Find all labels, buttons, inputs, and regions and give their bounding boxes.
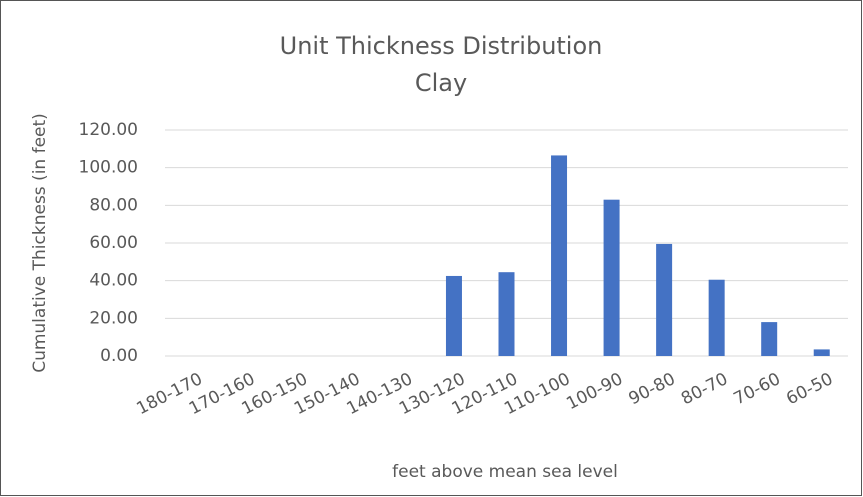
x-axis-label: feet above mean sea level [392,462,618,482]
y-tick-label: 0.00 [100,346,138,366]
bar [445,275,462,356]
chart-subtitle: Clay [415,69,467,97]
chart-title: Unit Thickness Distribution [280,32,603,60]
bar [761,322,778,356]
y-axis-label: Cumulative Thickness (in feet) [30,113,50,373]
bar [708,279,725,356]
bar [656,243,673,356]
y-tick-label: 60.00 [89,233,138,253]
bar [813,349,830,356]
bar [498,272,515,356]
bar [603,199,620,356]
bar [551,155,568,356]
y-tick-label: 40.00 [89,271,138,291]
y-tick-label: 80.00 [89,195,138,215]
y-tick-label: 120.00 [79,120,138,140]
y-tick-label: 100.00 [79,158,138,178]
y-tick-label: 20.00 [89,308,138,328]
